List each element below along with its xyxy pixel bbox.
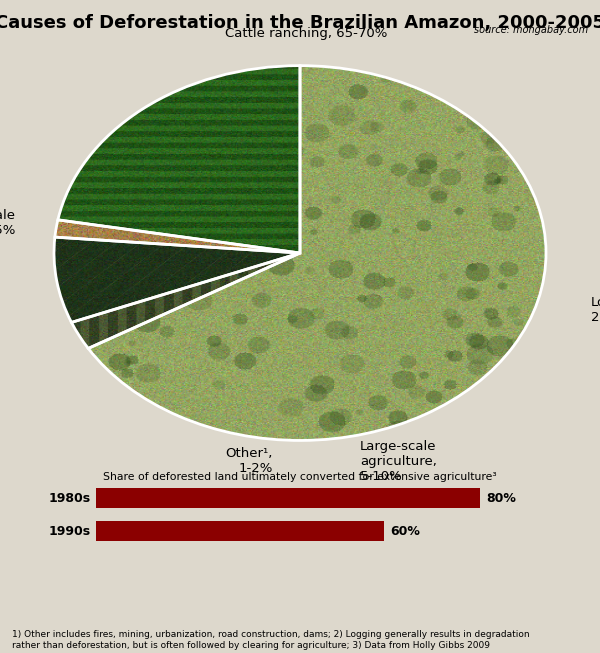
- Text: Small-scale
agriculture, 20-25%: Small-scale agriculture, 20-25%: [0, 210, 15, 237]
- Text: 1) Other includes fires, mining, urbanization, road construction, dams; 2) Loggi: 1) Other includes fires, mining, urbaniz…: [12, 630, 530, 650]
- Text: source: mongabay.com: source: mongabay.com: [474, 25, 588, 35]
- Bar: [95, 488, 480, 509]
- Text: Causes of Deforestation in the Brazilian Amazon, 2000-2005: Causes of Deforestation in the Brazilian…: [0, 14, 600, 33]
- Text: 1990s: 1990s: [49, 524, 91, 537]
- Text: 80%: 80%: [486, 492, 516, 505]
- Bar: [95, 521, 384, 541]
- Text: Other¹,
1-2%: Other¹, 1-2%: [226, 447, 273, 475]
- Text: Cattle ranching, 65-70%: Cattle ranching, 65-70%: [225, 27, 387, 40]
- Text: Large-scale
agriculture,
5-10%: Large-scale agriculture, 5-10%: [360, 439, 437, 483]
- Text: 60%: 60%: [390, 524, 420, 537]
- Text: Share of deforested land ultimately converted for extensive agriculture³: Share of deforested land ultimately conv…: [103, 472, 497, 482]
- Text: 1980s: 1980s: [49, 492, 91, 505]
- Text: Logging²,
2-3%: Logging², 2-3%: [591, 296, 600, 324]
